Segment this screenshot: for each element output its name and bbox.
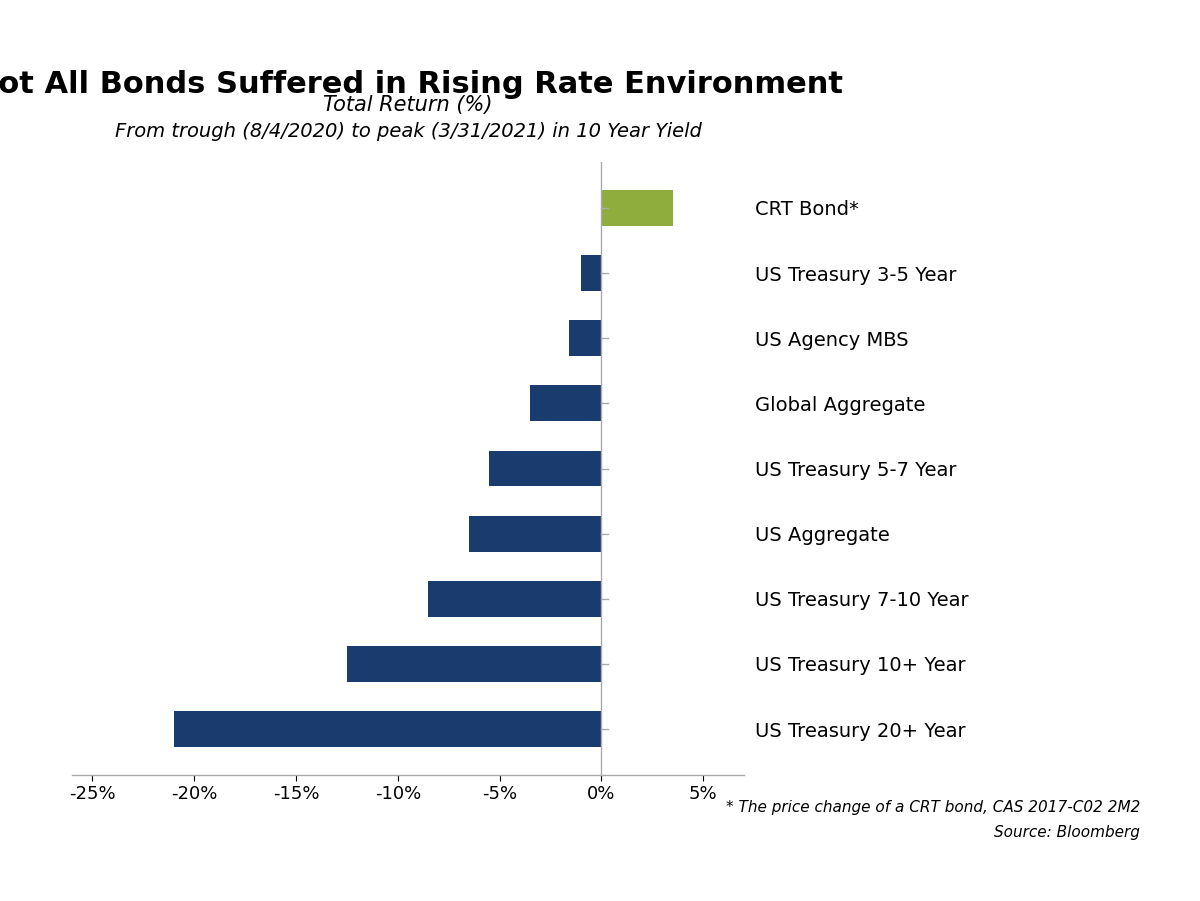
Text: * The price change of a CRT bond, CAS 2017-C02 2M2: * The price change of a CRT bond, CAS 20… [726,800,1140,815]
Bar [581,255,601,291]
Text: Source: Bloomberg: Source: Bloomberg [994,824,1140,840]
Bar [569,321,601,356]
Bar [469,515,601,551]
Bar [428,581,601,616]
Text: From trough (8/4/2020) to peak (3/31/2021) in 10 Year Yield: From trough (8/4/2020) to peak (3/31/202… [114,122,702,141]
Bar [174,711,601,747]
Title: Not All Bonds Suffered in Rising Rate Environment: Not All Bonds Suffered in Rising Rate En… [0,69,842,99]
Bar [601,190,673,226]
Bar [490,450,601,487]
Text: Total Return (%): Total Return (%) [323,95,493,114]
Bar [347,646,601,682]
Bar [530,386,601,422]
